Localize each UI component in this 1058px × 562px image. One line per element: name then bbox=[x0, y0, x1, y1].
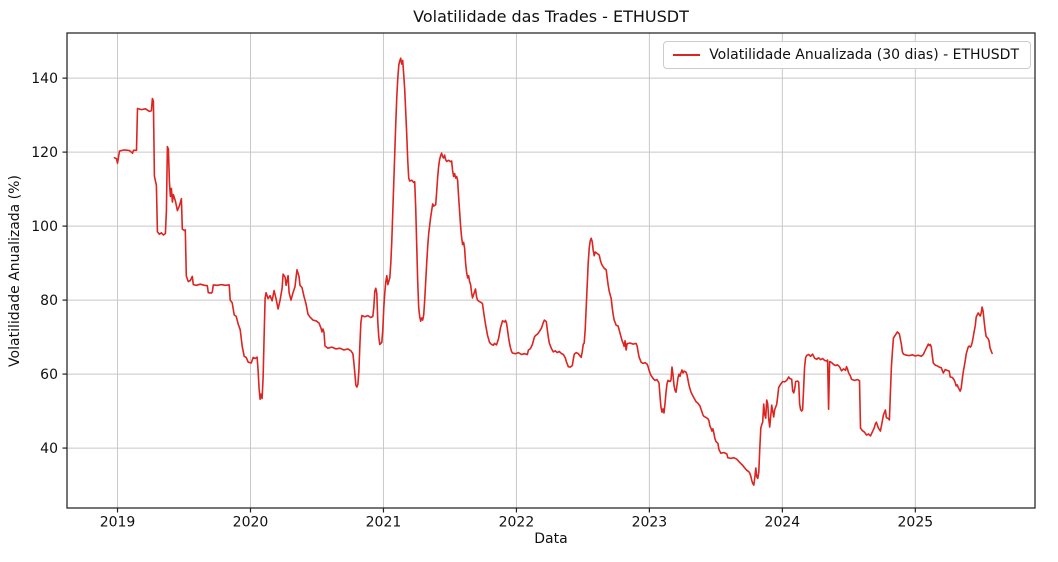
x-axis-label: Data bbox=[534, 531, 568, 547]
x-tick-label: 2022 bbox=[499, 515, 535, 531]
y-tick-label: 80 bbox=[40, 293, 58, 309]
x-tick-label: 2023 bbox=[632, 515, 668, 531]
y-tick-label: 40 bbox=[40, 441, 58, 457]
x-tick-label: 2025 bbox=[898, 515, 934, 531]
legend-label: Volatilidade Anualizada (30 dias) - ETHU… bbox=[709, 47, 1019, 63]
legend-line-sample bbox=[673, 54, 701, 56]
x-tick-label: 2019 bbox=[100, 515, 136, 531]
x-tick-label: 2021 bbox=[366, 515, 402, 531]
y-tick-label: 100 bbox=[31, 219, 58, 235]
x-tick-label: 2024 bbox=[765, 515, 801, 531]
legend: Volatilidade Anualizada (30 dias) - ETHU… bbox=[663, 41, 1031, 69]
y-tick-label: 60 bbox=[40, 367, 58, 383]
x-tick-label: 2020 bbox=[233, 515, 269, 531]
y-tick-label: 140 bbox=[31, 71, 58, 87]
volatility-line bbox=[113, 57, 993, 486]
y-tick-label: 120 bbox=[31, 145, 58, 161]
y-axis-label: Volatilidade Anualizada (%) bbox=[7, 175, 23, 367]
plot-border bbox=[66, 32, 1036, 509]
chart-title: Volatilidade das Trades - ETHUSDT bbox=[413, 7, 689, 26]
